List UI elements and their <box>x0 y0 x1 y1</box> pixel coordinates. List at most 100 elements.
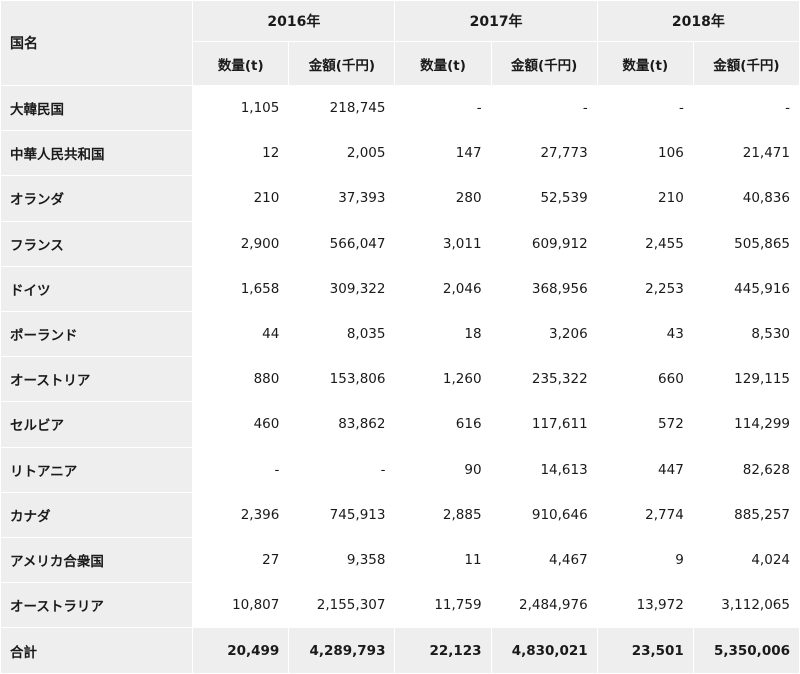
table-row: オランダ 210 37,393 280 52,539 210 40,836 <box>0 175 800 222</box>
cell-value: 11,759 <box>394 582 492 629</box>
cell-value: 616 <box>394 401 492 448</box>
cell-value: 14,613 <box>490 446 598 493</box>
country-name: フランス <box>0 220 194 267</box>
total-value: 20,499 <box>192 627 290 674</box>
cell-value: 885,257 <box>692 491 800 538</box>
cell-value: 2,900 <box>192 220 290 267</box>
cell-value: 82,628 <box>692 446 800 493</box>
cell-value: 2,253 <box>596 265 694 312</box>
country-name: ドイツ <box>0 265 194 312</box>
cell-value: 2,484,976 <box>490 582 598 629</box>
cell-value: 210 <box>192 175 290 222</box>
total-value: 5,350,006 <box>692 627 800 674</box>
cell-value: 10,807 <box>192 582 290 629</box>
header-qty: 数量(t) <box>596 41 694 86</box>
cell-value: 147 <box>394 130 492 177</box>
country-name: オーストリア <box>0 356 194 403</box>
header-country: 国名 <box>0 0 194 86</box>
cell-value: 235,322 <box>490 356 598 403</box>
cell-value: 2,885 <box>394 491 492 538</box>
cell-value: 44 <box>192 310 290 358</box>
cell-value: 368,956 <box>490 265 598 312</box>
cell-value: 90 <box>394 446 492 493</box>
cell-value: 8,530 <box>692 310 800 358</box>
cell-value: 21,471 <box>692 130 800 177</box>
header-amt: 金額(千円) <box>490 41 598 86</box>
table-row: アメリカ合衆国 27 9,358 11 4,467 9 4,024 <box>0 536 800 584</box>
country-name: カナダ <box>0 491 194 538</box>
cell-value: 83,862 <box>288 401 396 448</box>
table-row: リトアニア - -90 14,613 447 82,628 <box>0 446 800 493</box>
cell-value: 566,047 <box>288 220 396 267</box>
cell-value: 1,658 <box>192 265 290 312</box>
cell-value: 3,206 <box>490 310 598 358</box>
cell-value: 4,024 <box>692 536 800 584</box>
country-name: オーストラリア <box>0 582 194 629</box>
cell-value: 106 <box>596 130 694 177</box>
cell-value: 3,011 <box>394 220 492 267</box>
header-year-2016: 2016年 <box>192 0 396 42</box>
table-row: ドイツ 1,658 309,322 2,046 368,956 2,253 445,916 <box>0 265 800 312</box>
cell-value: 37,393 <box>288 175 396 222</box>
cell-value: - <box>192 446 290 493</box>
cell-value: 40,836 <box>692 175 800 222</box>
cell-value: 218,745 <box>288 84 396 132</box>
cell-value: 11 <box>394 536 492 584</box>
cell-value: 609,912 <box>490 220 598 267</box>
cell-value: 2,774 <box>596 491 694 538</box>
table-row: ポーランド 44 8,035 18 3,206 43 8,530 <box>0 310 800 358</box>
total-value: 23,501 <box>596 627 694 674</box>
cell-value: 2,005 <box>288 130 396 177</box>
cell-value: 43 <box>596 310 694 358</box>
cell-value: 745,913 <box>288 491 396 538</box>
cell-value: 9 <box>596 536 694 584</box>
table-row: フランス 2,900 566,047 3,011 609,912 2,455 505,865 <box>0 220 800 267</box>
cell-value: 4,467 <box>490 536 598 584</box>
cell-value: 2,155,307 <box>288 582 396 629</box>
cell-value: - <box>596 84 694 132</box>
table-row: オーストリア 880 153,806 1,260 235,322 660 129,115 <box>0 356 800 403</box>
cell-value: 2,046 <box>394 265 492 312</box>
country-name: リトアニア <box>0 446 194 493</box>
country-name: オランダ <box>0 175 194 222</box>
cell-value: - <box>692 84 800 132</box>
total-value: 4,830,021 <box>490 627 598 674</box>
cell-value: 12 <box>192 130 290 177</box>
cell-value: 445,916 <box>692 265 800 312</box>
header-qty: 数量(t) <box>394 41 492 86</box>
cell-value: 27,773 <box>490 130 598 177</box>
country-name: アメリカ合衆国 <box>0 536 194 584</box>
total-label: 合計 <box>0 627 194 674</box>
cell-value: 129,115 <box>692 356 800 403</box>
cell-value: 2,455 <box>596 220 694 267</box>
cell-value: 660 <box>596 356 694 403</box>
cell-value: 210 <box>596 175 694 222</box>
table-row: 中華人民共和国 12 2,005 147 27,773 106 21,471 <box>0 130 800 177</box>
total-row: 合計 20,499 4,289,793 22,123 4,830,021 23,501 5,… <box>0 627 800 674</box>
country-name: セルビア <box>0 401 194 448</box>
cell-value: 2,396 <box>192 491 290 538</box>
cell-value: 9,358 <box>288 536 396 584</box>
cell-value: 3,112,065 <box>692 582 800 629</box>
cell-value: 13,972 <box>596 582 694 629</box>
cell-value: 572 <box>596 401 694 448</box>
cell-value: 280 <box>394 175 492 222</box>
header-qty: 数量(t) <box>192 41 290 86</box>
cell-value: - <box>288 446 396 493</box>
table-row: セルビア 460 83,862 616 117,611 572 114,299 <box>0 401 800 448</box>
table-row: 大韓民国 1,105 218,745- - - - <box>0 84 800 132</box>
cell-value: 910,646 <box>490 491 598 538</box>
cell-value: 114,299 <box>692 401 800 448</box>
cell-value: 505,865 <box>692 220 800 267</box>
cell-value: 27 <box>192 536 290 584</box>
cell-value: 1,260 <box>394 356 492 403</box>
country-name: 大韓民国 <box>0 84 194 132</box>
cell-value: 18 <box>394 310 492 358</box>
cell-value: 880 <box>192 356 290 403</box>
table-row: オーストラリア 10,807 2,155,307 11,759 2,484,976 13,… <box>0 582 800 629</box>
cell-value: 52,539 <box>490 175 598 222</box>
total-value: 22,123 <box>394 627 492 674</box>
cell-value: 117,611 <box>490 401 598 448</box>
cell-value: 309,322 <box>288 265 396 312</box>
